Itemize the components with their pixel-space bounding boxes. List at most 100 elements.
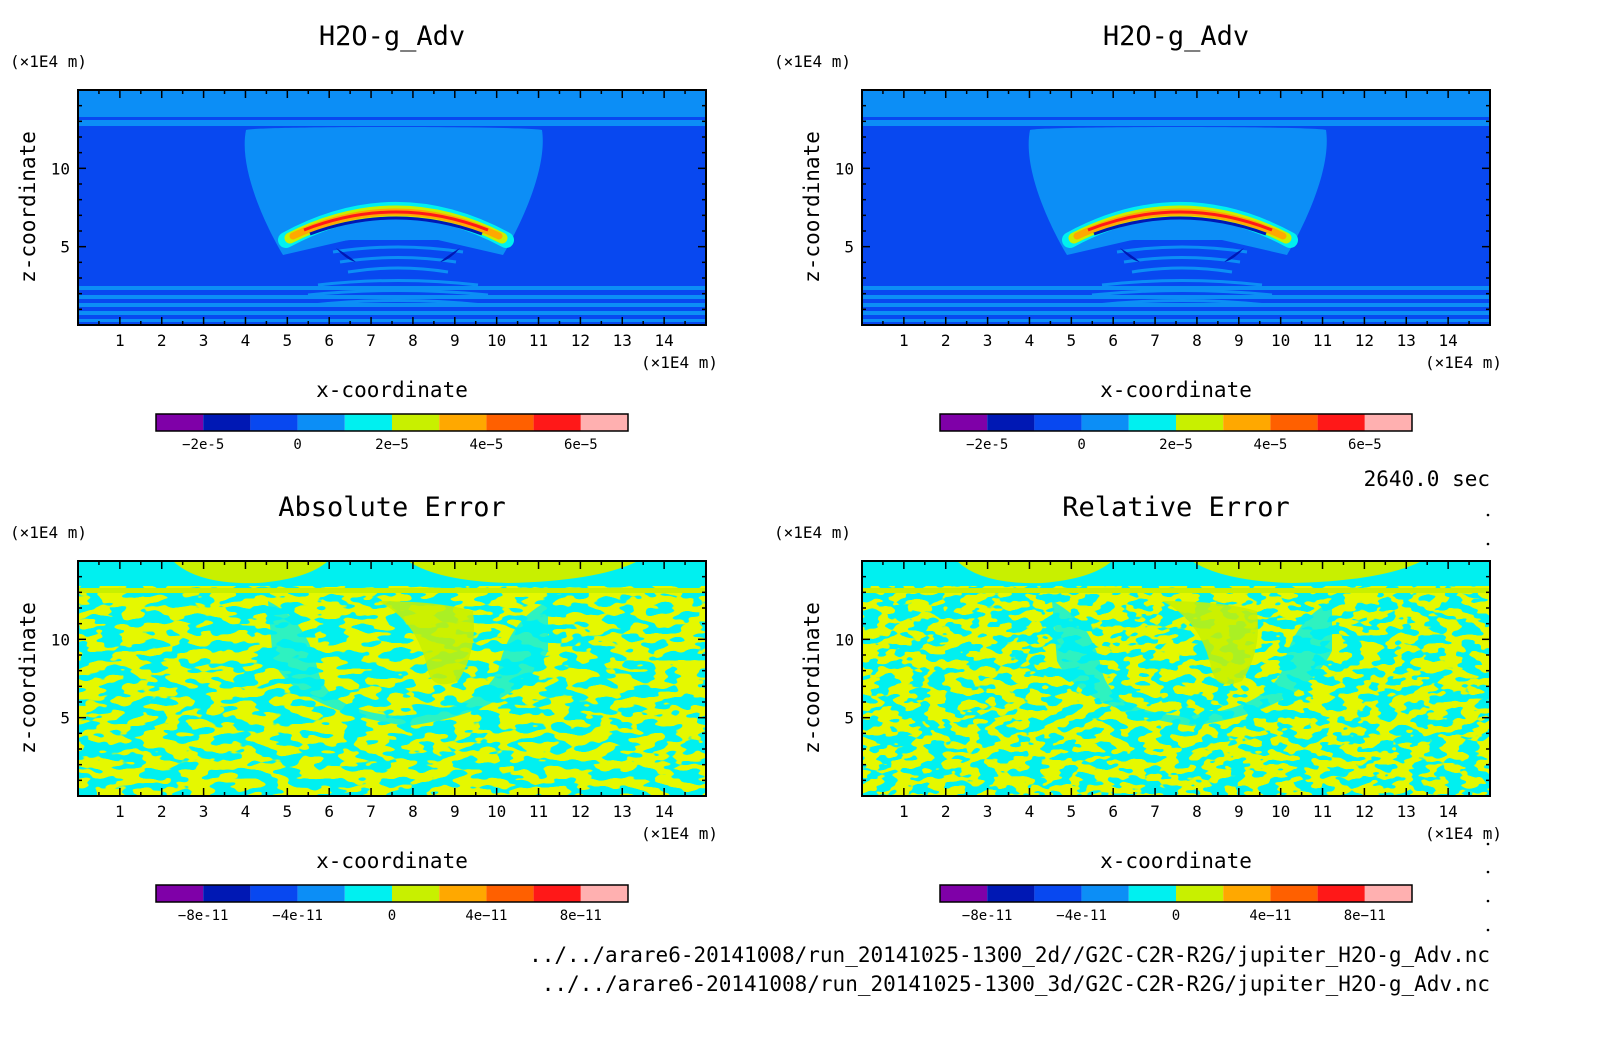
x-tick-labels: 1 2 3 4 5 6 7 8 9 10 11 12 13 14 — [115, 802, 674, 821]
colorbar-tick-label: −4e-11 — [272, 908, 323, 924]
x-tick-label: 13 — [613, 802, 632, 821]
time-stamp: 2640.0 sec — [1364, 467, 1490, 491]
x-tick-label: 4 — [1025, 802, 1035, 821]
x-tick-label: 2 — [157, 331, 167, 350]
colorbar-swatch — [392, 414, 440, 431]
colorbar-swatch — [344, 885, 392, 902]
y-tick-label: 10 — [835, 159, 854, 178]
x-tick-label: 8 — [408, 802, 418, 821]
x-tick-label: 11 — [1313, 331, 1332, 350]
edge-dot — [1486, 899, 1490, 903]
x-tick-label: 9 — [1234, 802, 1244, 821]
colorbar-swatch — [1081, 885, 1129, 902]
colorbar-swatch — [1081, 414, 1129, 431]
x-tick-label: 2 — [941, 331, 951, 350]
colorbar-swatch — [203, 414, 251, 431]
y-tick-label: 10 — [835, 630, 854, 649]
x-tick-label: 12 — [571, 802, 590, 821]
tick-marks — [77, 560, 707, 797]
colorbar-tick-label: 6e−5 — [1348, 437, 1382, 453]
lower-layer-stripes — [78, 286, 706, 322]
tick-marks — [77, 89, 707, 326]
x-tick-label: 4 — [241, 802, 251, 821]
colorbar-swatch — [1223, 885, 1271, 902]
x-unit-label: (×1E4 m) — [1425, 353, 1502, 372]
edge-dots — [1486, 513, 1490, 932]
x-tick-label: 4 — [1025, 331, 1035, 350]
edge-dot — [1486, 513, 1490, 517]
panel-title: Relative Error — [1062, 492, 1290, 523]
dark-lobe-left — [336, 248, 356, 262]
tick-marks — [861, 560, 1491, 797]
colorbar-swatch — [1128, 885, 1176, 902]
x-unit-label: (×1E4 m) — [641, 353, 718, 372]
dark-lobe-right — [1224, 248, 1244, 262]
heatmap-field — [862, 90, 1490, 325]
x-tick-label: 1 — [115, 331, 125, 350]
dark-lobe-left — [1120, 248, 1140, 262]
central-yellow-plume — [378, 601, 474, 685]
x-tick-label: 1 — [899, 802, 909, 821]
colorbar-tick-label: 4e−11 — [1249, 908, 1291, 924]
colorbar: −8e-11 −4e-11 0 4e−11 8e−11 — [155, 884, 629, 924]
x-tick-labels: 1 2 3 4 5 6 7 8 9 10 11 12 13 14 — [899, 331, 1458, 350]
colorbar-frame — [939, 884, 1413, 903]
edge-dot — [1486, 542, 1490, 546]
colorbar-swatch — [1176, 414, 1224, 431]
x-tick-label: 13 — [613, 331, 632, 350]
x-tick-label: 1 — [899, 331, 909, 350]
x-tick-label: 7 — [1150, 802, 1160, 821]
x-tick-label: 10 — [1271, 802, 1290, 821]
arc-red — [1087, 210, 1273, 232]
colorbar-tick-label: 0 — [1077, 437, 1085, 453]
x-tick-label: 12 — [1355, 802, 1374, 821]
colorbar-frame — [155, 884, 629, 903]
x-tick-label: 6 — [324, 802, 334, 821]
colorbar-swatch — [533, 885, 581, 902]
colorbar-swatch — [987, 885, 1035, 902]
central-cyan-plume — [1052, 601, 1332, 726]
x-tick-label: 8 — [1192, 331, 1202, 350]
colorbar-tick-label: −8e-11 — [178, 908, 229, 924]
colorbar-frame — [155, 413, 629, 432]
x-unit-label: (×1E4 m) — [641, 824, 718, 843]
x-axis-label: x-coordinate — [1100, 378, 1252, 402]
colorbar-tick-label: 2e−5 — [1159, 437, 1193, 453]
colorbar-tick-label: 4e−11 — [465, 908, 507, 924]
colorbar-tick-label: 0 — [388, 908, 396, 924]
inner-wave-stripes — [1091, 234, 1273, 307]
colorbar-swatch — [297, 885, 345, 902]
arc-purple — [309, 216, 483, 236]
x-tick-label: 8 — [1192, 802, 1202, 821]
colorbar-swatch — [439, 885, 487, 902]
edge-dot — [1486, 842, 1490, 846]
y-tick-label: 5 — [844, 709, 854, 728]
colorbar-swatch — [486, 885, 534, 902]
x-tick-label: 3 — [983, 331, 993, 350]
x-tick-label: 5 — [1067, 802, 1077, 821]
colorbar-swatch — [203, 885, 251, 902]
edge-dot — [1486, 870, 1490, 874]
colorbar: −8e-11 −4e-11 0 4e−11 8e−11 — [939, 884, 1413, 924]
y-axis-label: z-coordinate — [800, 131, 824, 283]
x-tick-label: 5 — [1067, 331, 1077, 350]
edge-dot — [1486, 928, 1490, 932]
colorbar-tick-label: −8e-11 — [962, 908, 1013, 924]
colorbar-swatch — [987, 414, 1035, 431]
colorbar-swatch — [1317, 885, 1365, 902]
x-tick-label: 6 — [324, 331, 334, 350]
tick-marks — [861, 89, 1491, 326]
colorbar-tick-label: −2e-5 — [966, 437, 1008, 453]
colorbar-swatch — [250, 414, 298, 431]
x-tick-label: 4 — [241, 331, 251, 350]
x-tick-label: 5 — [283, 331, 293, 350]
x-tick-label: 5 — [283, 802, 293, 821]
colorbar-tick-label: −2e-5 — [182, 437, 224, 453]
x-tick-label: 11 — [1313, 802, 1332, 821]
colorbar-swatch — [1317, 414, 1365, 431]
x-tick-label: 7 — [366, 331, 376, 350]
colorbar-swatch — [1270, 885, 1318, 902]
colorbar-tick-label: 8e−11 — [1344, 908, 1386, 924]
lower-layer-stripes — [862, 286, 1490, 322]
